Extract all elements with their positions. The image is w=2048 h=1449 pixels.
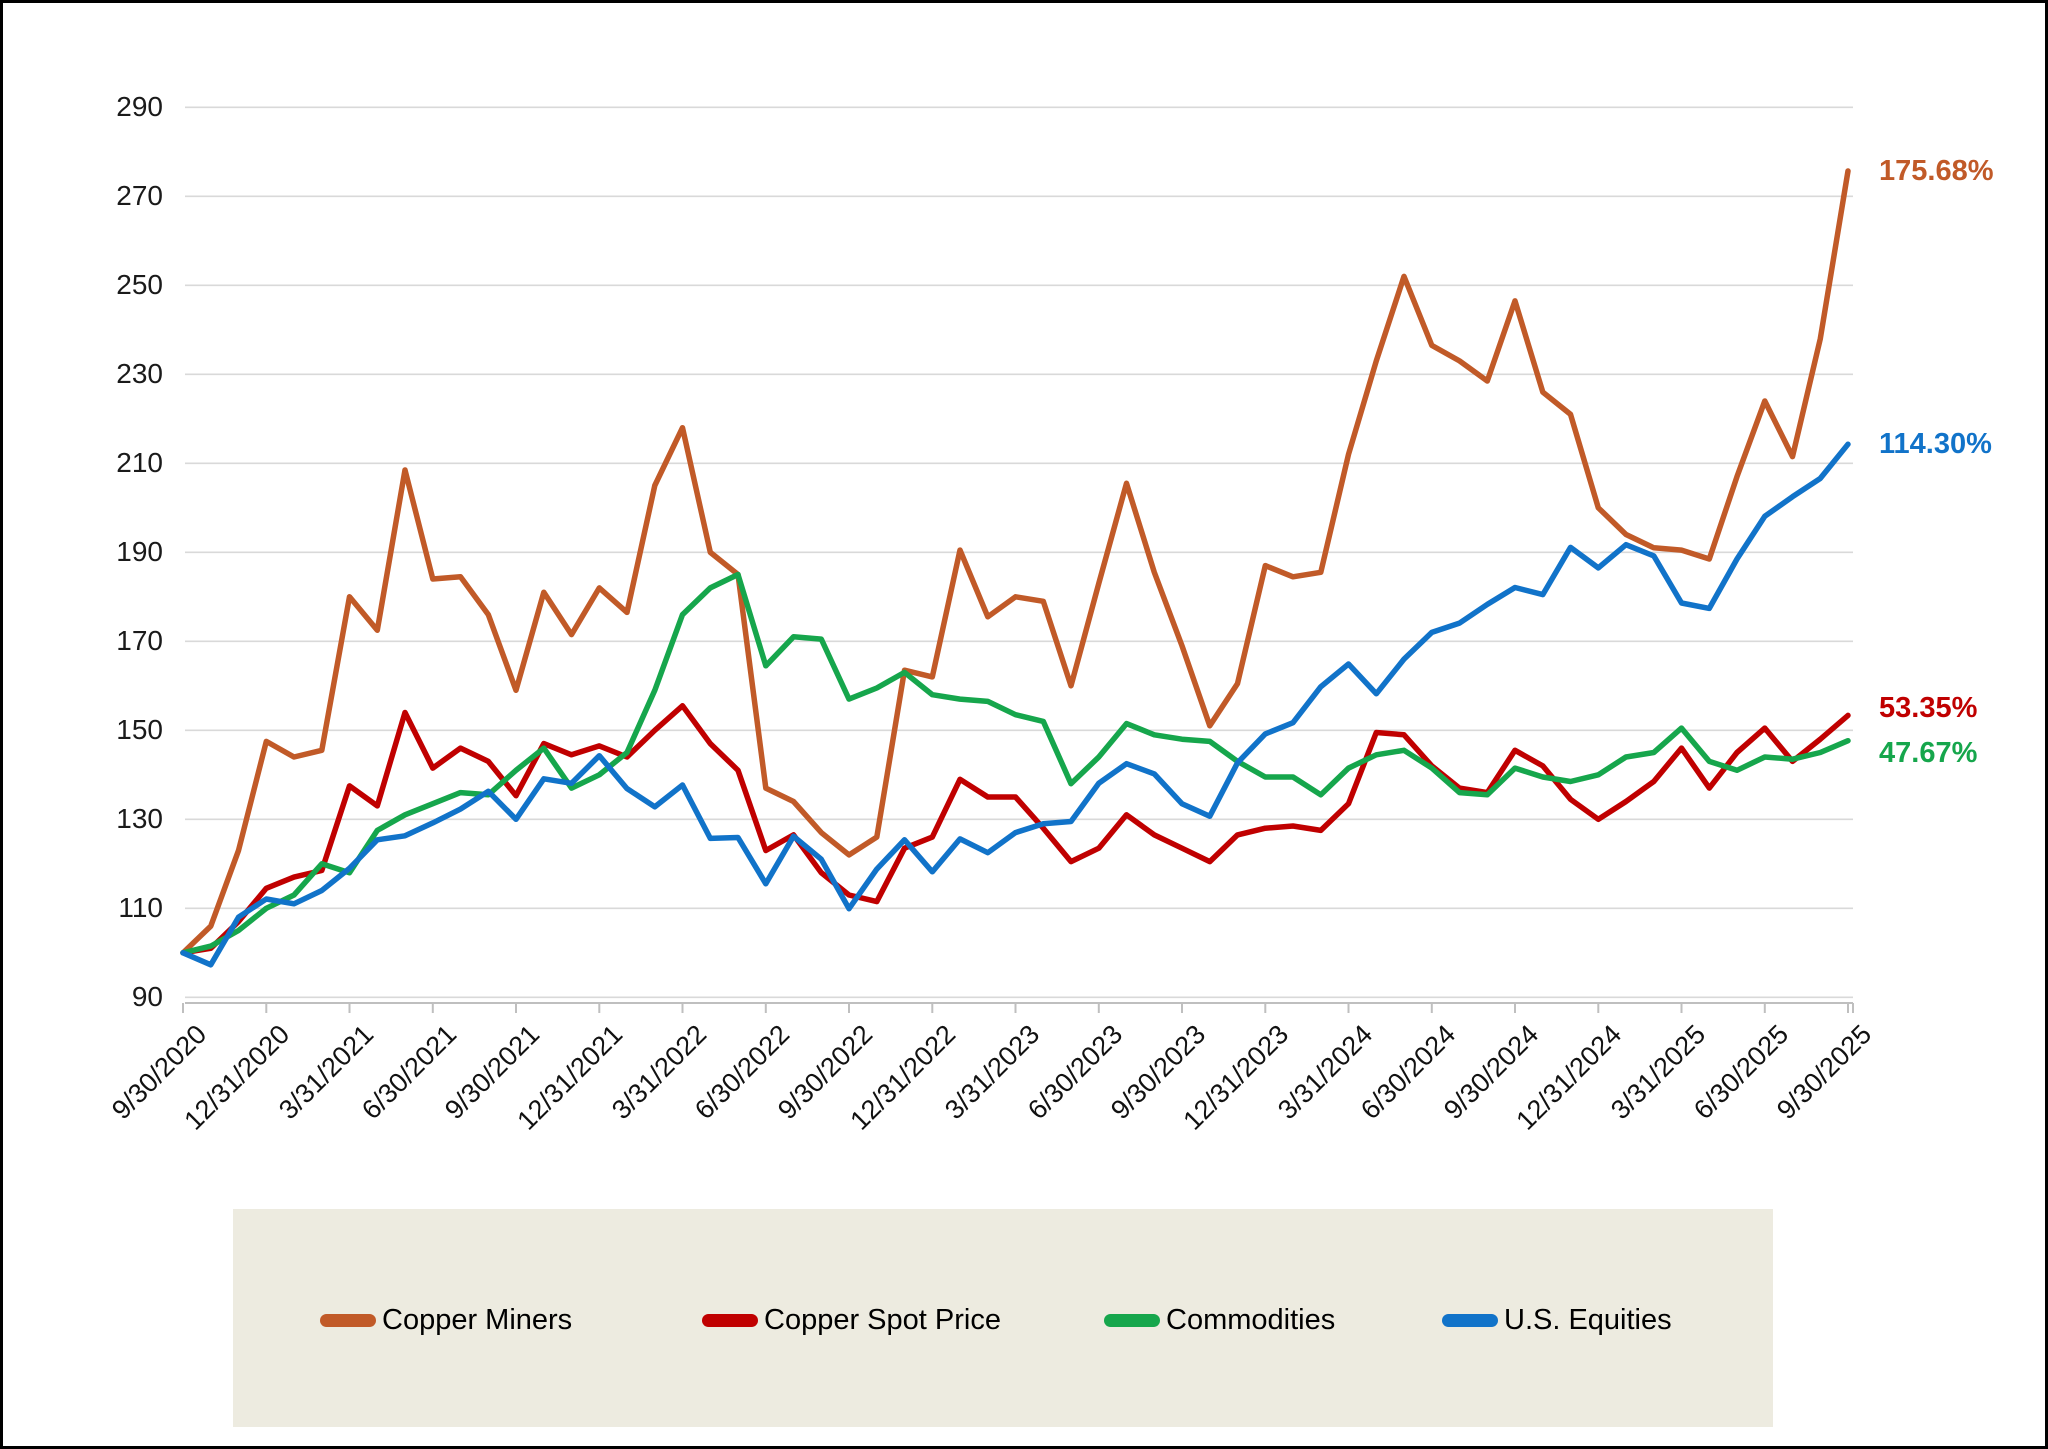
legend-item-us-equities: U.S. Equities <box>1442 1303 1672 1337</box>
y-tick-label: 110 <box>118 892 163 924</box>
y-tick-label: 250 <box>116 269 163 301</box>
end-value-copper-spot-price: 53.35% <box>1879 692 1978 725</box>
y-tick-label: 290 <box>116 91 163 123</box>
legend-label: Copper Miners <box>382 1303 573 1336</box>
y-tick-label: 90 <box>131 981 163 1013</box>
y-tick-label: 130 <box>116 803 163 835</box>
legend-item-copper-spot-price: Copper Spot Price <box>702 1303 1001 1337</box>
legend-label: Commodities <box>1166 1303 1336 1336</box>
legend-item-commodities: Commodities <box>1104 1303 1335 1337</box>
y-tick-label: 210 <box>116 447 163 479</box>
legend-band <box>233 1209 1773 1427</box>
y-tick-label: 230 <box>116 358 163 390</box>
y-tick-label: 190 <box>116 536 163 568</box>
y-tick-label: 150 <box>116 714 163 746</box>
y-tick-label: 270 <box>116 180 163 212</box>
end-value-commodities: 47.67% <box>1879 736 1978 769</box>
legend-label: Copper Spot Price <box>764 1303 1001 1336</box>
us-equities-swatch-icon <box>1442 1313 1498 1327</box>
end-value-us-equities: 114.30% <box>1879 428 1992 461</box>
y-tick-label: 170 <box>116 625 163 657</box>
commodities-swatch-icon <box>1104 1313 1160 1327</box>
copper-spot-swatch-icon <box>702 1313 758 1327</box>
legend-item-copper-miners: Copper Miners <box>320 1303 572 1337</box>
line-chart-canvas <box>180 106 1854 1013</box>
end-value-copper-miners: 175.68% <box>1879 155 1994 188</box>
copper-miners-swatch-icon <box>320 1313 376 1327</box>
legend-label: U.S. Equities <box>1504 1303 1672 1336</box>
